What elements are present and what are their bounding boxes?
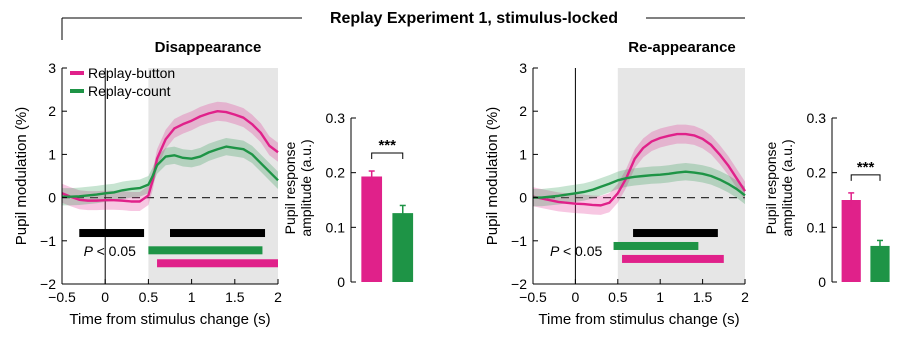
y-tick-label: 0.2 [807, 165, 827, 181]
y-tick-label: −2 [40, 276, 56, 292]
line-chart-reappearance: Re-appearance −0.5 0 0.5 1 1.5 2 −2 −1 0 1 2 3 Time … [484, 39, 749, 328]
y-tick-label: 2 [519, 103, 527, 119]
line-chart-disappearance: Disappearance −0.5 0 0.5 1 1.5 2 −2 −1 0 1 2 3 Time … [13, 39, 282, 328]
significance-stars: *** [378, 137, 396, 154]
x-tick-label: 1 [188, 289, 196, 305]
bar-chart-reappearance: 0 0.1 0.2 0.3 *** Pupil response amplitude (a.… [763, 110, 890, 290]
x-tick-label: −0.5 [519, 289, 547, 305]
y-tick-label: 1 [519, 146, 527, 162]
error-band-replay-count [62, 137, 278, 206]
y-axis-label-line2: amplitude (a.u.) [779, 139, 795, 236]
bar-chart-disappearance: 0 0.1 0.2 0.3 *** Pupil response amplitude (a.… [282, 110, 414, 290]
x-tick-label: 0 [572, 289, 580, 305]
y-tick-label: 0.1 [326, 219, 346, 235]
x-tick-label: 2 [274, 289, 282, 305]
panel-title-disappearance: Disappearance [155, 39, 262, 56]
x-tick-label: −0.5 [48, 289, 76, 305]
y-tick-label: 1 [48, 146, 56, 162]
x-tick-label: 1.5 [225, 289, 245, 305]
y-tick-label: 2 [48, 103, 56, 119]
y-axis-label-line1: Pupil response [763, 141, 779, 234]
significance-p-symbol: P [550, 243, 560, 259]
significance-threshold-label: < 0.05 [97, 243, 137, 259]
line-replay-count [62, 145, 279, 198]
y-tick-label: 0.1 [807, 219, 827, 235]
bar-replay-count [392, 213, 414, 282]
y-tick-label: −1 [511, 233, 527, 249]
significance-stars: *** [857, 159, 875, 176]
x-tick-label: 1 [656, 289, 664, 305]
significance-bracket [850, 174, 881, 181]
y-tick-label: 0.2 [326, 165, 346, 181]
legend-label-replay-count: Replay-count [88, 83, 171, 99]
y-tick-label: 0 [337, 274, 345, 290]
figure-title: Replay Experiment 1, stimulus-locked [330, 10, 618, 27]
significance-bar-1 [633, 229, 718, 238]
x-tick-label: 0.5 [139, 289, 159, 305]
significance-bar-2 [170, 229, 266, 238]
y-tick-label: 0 [48, 190, 56, 206]
significance-bar-4 [157, 259, 278, 268]
significance-bar-3 [622, 254, 724, 263]
line-replay-button [61, 109, 279, 203]
y-tick-label: 3 [519, 60, 527, 76]
y-tick-label: 0 [519, 190, 527, 206]
error-band-replay-button [533, 124, 745, 215]
y-tick-label: 0.3 [326, 110, 346, 126]
y-tick-label: 3 [48, 60, 56, 76]
bar-replay-count [870, 245, 890, 282]
y-tick-label: −1 [40, 233, 56, 249]
y-axis-label-line2: amplitude (a.u.) [298, 139, 314, 236]
y-tick-label: −2 [511, 276, 527, 292]
y-axis-label-line1: Pupil response [282, 141, 298, 234]
significance-bar-2 [613, 241, 699, 250]
x-axis-label: Time from stimulus change (s) [538, 311, 739, 328]
x-tick-label: 2 [741, 289, 749, 305]
y-axis-label: Pupil modulation (%) [13, 107, 30, 245]
y-tick-label: 0.3 [807, 110, 827, 126]
line-replay-button [532, 132, 747, 207]
x-axis-label: Time from stimulus change (s) [69, 311, 270, 328]
significance-bracket [371, 152, 404, 160]
x-tick-label: 0.5 [608, 289, 628, 305]
bar-replay-button [361, 176, 383, 282]
significance-bar-3 [148, 246, 263, 255]
panel-title-reappearance: Re-appearance [628, 39, 736, 56]
y-tick-label: 0 [818, 274, 826, 290]
line-replay-count [533, 170, 746, 199]
legend-label-replay-button: Replay-button [88, 65, 175, 81]
significance-threshold-label: < 0.05 [563, 243, 603, 259]
x-tick-label: 0 [101, 289, 109, 305]
bar-replay-button [841, 200, 861, 282]
x-tick-label: 1.5 [693, 289, 713, 305]
significance-bar-1 [79, 229, 145, 238]
y-axis-label: Pupil modulation (%) [484, 107, 501, 245]
error-band-replay-count [533, 163, 745, 207]
significance-p-symbol: P [84, 243, 94, 259]
